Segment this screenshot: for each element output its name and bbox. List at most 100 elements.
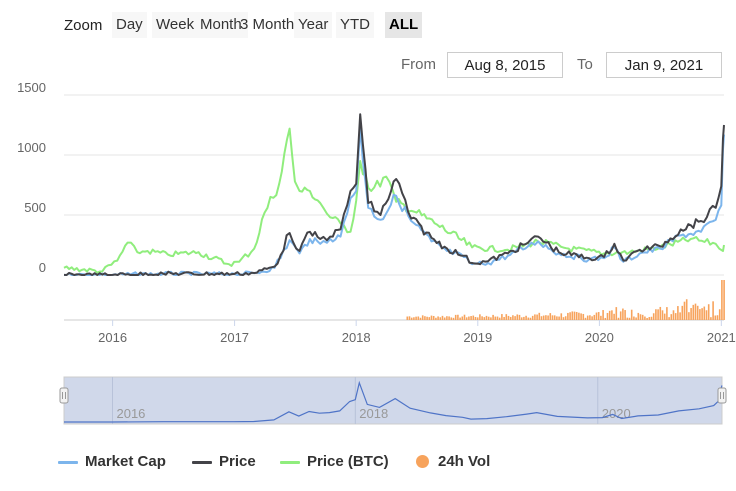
volume-bar xyxy=(637,312,640,320)
volume-bar xyxy=(630,309,633,320)
volume-bar xyxy=(718,309,721,320)
volume-bar xyxy=(452,317,455,320)
to-date-input[interactable]: Jan 9, 2021 xyxy=(606,52,722,78)
line-symbol-icon xyxy=(58,461,78,464)
volume-bar xyxy=(476,317,479,320)
legend-market-cap[interactable]: Market Cap xyxy=(58,450,166,474)
volume-bar xyxy=(437,316,439,320)
zoom-day-button[interactable]: Day xyxy=(112,12,147,38)
volume-bar xyxy=(424,316,426,320)
volume-bar xyxy=(507,315,510,320)
volume-bar xyxy=(527,317,530,320)
zoom-year-button[interactable]: Year xyxy=(294,12,333,38)
zoom-3month-button[interactable]: 3 Month xyxy=(240,16,295,33)
volume-bar xyxy=(685,299,688,320)
y-tick-label: 1000 xyxy=(17,140,46,155)
x-axis: 2016 2017 2018 2019 2020 2021 xyxy=(98,320,736,345)
volume-bar xyxy=(410,317,413,320)
volume-bar xyxy=(556,316,558,320)
volume-bar xyxy=(578,312,580,320)
volume-bar xyxy=(672,310,675,320)
navigator-tick-label: 2018 xyxy=(359,406,388,421)
zoom-label: Zoom xyxy=(64,17,103,34)
volume-bar xyxy=(472,315,475,320)
volume-bar xyxy=(531,315,534,320)
volume-bar xyxy=(681,305,684,320)
legend-price-btc[interactable]: Price (BTC) xyxy=(280,450,389,474)
volume-bar xyxy=(597,312,600,320)
volume-bar xyxy=(710,317,712,320)
volume-bar xyxy=(701,308,703,320)
volume-bar xyxy=(492,314,494,320)
navigator-right-handle[interactable] xyxy=(717,387,727,404)
zoom-ytd-button[interactable]: YTD xyxy=(336,12,374,38)
volume-bar xyxy=(560,313,563,320)
volume-bar xyxy=(428,317,431,320)
volume-bar xyxy=(633,316,635,320)
volume-bar xyxy=(490,317,492,320)
volume-bar xyxy=(661,310,664,320)
volume-bar xyxy=(694,303,697,320)
x-tick-label: 2016 xyxy=(98,330,127,345)
volume-bar xyxy=(707,304,710,320)
x-tick-label: 2018 xyxy=(342,330,371,345)
volume-bar xyxy=(652,313,655,320)
volume-bar xyxy=(600,315,602,320)
y-tick-label: 500 xyxy=(24,200,46,215)
volume-bar xyxy=(457,314,459,320)
legend-24h-vol[interactable]: 24h Vol xyxy=(416,450,490,474)
volume-bar xyxy=(446,316,448,320)
volume-bar xyxy=(690,308,692,320)
volume-bar xyxy=(617,317,620,320)
y-tick-label: 1500 xyxy=(17,80,46,95)
volume-bar xyxy=(573,311,576,320)
volume-bar xyxy=(441,315,444,320)
navigator-left-handle[interactable] xyxy=(59,387,69,404)
volume-bar xyxy=(589,315,591,320)
volume-bar xyxy=(703,306,706,320)
volume-bar xyxy=(413,317,415,320)
volume-bar xyxy=(542,315,545,320)
zoom-month-button[interactable]: Month xyxy=(196,12,248,38)
volume-bar xyxy=(622,308,624,320)
volume-bar xyxy=(459,317,461,320)
volume-bar xyxy=(529,317,532,320)
zoom-all-button[interactable]: ALL xyxy=(385,12,423,38)
volume-bar xyxy=(635,317,637,320)
volume-bar xyxy=(551,315,554,320)
price-line xyxy=(63,113,725,276)
volume-bar xyxy=(663,313,666,320)
volume-bar xyxy=(666,307,668,320)
to-label: To xyxy=(577,56,593,73)
volume-bar xyxy=(659,306,662,320)
from-date-input[interactable]: Aug 8, 2015 xyxy=(447,52,563,78)
volume-bar xyxy=(639,314,642,320)
volume-bar xyxy=(553,315,556,320)
volume-bar xyxy=(494,316,497,320)
volume-bar xyxy=(525,315,527,320)
volume-bar xyxy=(514,316,516,320)
volume-bar xyxy=(699,309,701,320)
navigator-tick-label: 2020 xyxy=(602,406,631,421)
volume-bar xyxy=(518,314,521,320)
volume-bar xyxy=(582,313,585,320)
volume-bar xyxy=(615,307,618,320)
volume-bar xyxy=(468,316,470,320)
volume-bar xyxy=(426,316,428,320)
zoom-week-button[interactable]: Week xyxy=(152,12,199,38)
x-tick-label: 2017 xyxy=(220,330,249,345)
volume-bar xyxy=(619,311,622,320)
volume-bar xyxy=(714,315,717,320)
volume-bar xyxy=(465,317,468,320)
legend-price[interactable]: Price xyxy=(192,450,256,474)
volume-bar xyxy=(644,316,646,320)
volume-bar xyxy=(677,306,679,320)
volume-bar xyxy=(448,316,450,320)
volume-bar xyxy=(443,317,446,320)
volume-bar xyxy=(679,312,681,320)
volume-bar xyxy=(520,317,523,320)
volume-bar xyxy=(674,313,677,320)
series-lines xyxy=(63,113,725,276)
volume-bar xyxy=(558,316,560,320)
